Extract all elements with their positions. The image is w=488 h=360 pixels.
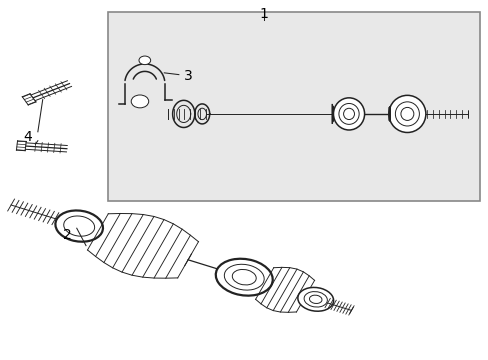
Bar [108, 12, 479, 202]
Ellipse shape [388, 95, 425, 132]
Ellipse shape [333, 98, 364, 130]
Text: 3: 3 [184, 69, 193, 84]
Text: 1: 1 [259, 7, 268, 21]
Text: 4: 4 [24, 130, 32, 144]
Ellipse shape [55, 211, 103, 242]
Circle shape [139, 56, 150, 64]
Ellipse shape [297, 287, 333, 311]
Circle shape [131, 95, 148, 108]
Text: 2: 2 [62, 228, 71, 242]
Ellipse shape [215, 259, 272, 296]
